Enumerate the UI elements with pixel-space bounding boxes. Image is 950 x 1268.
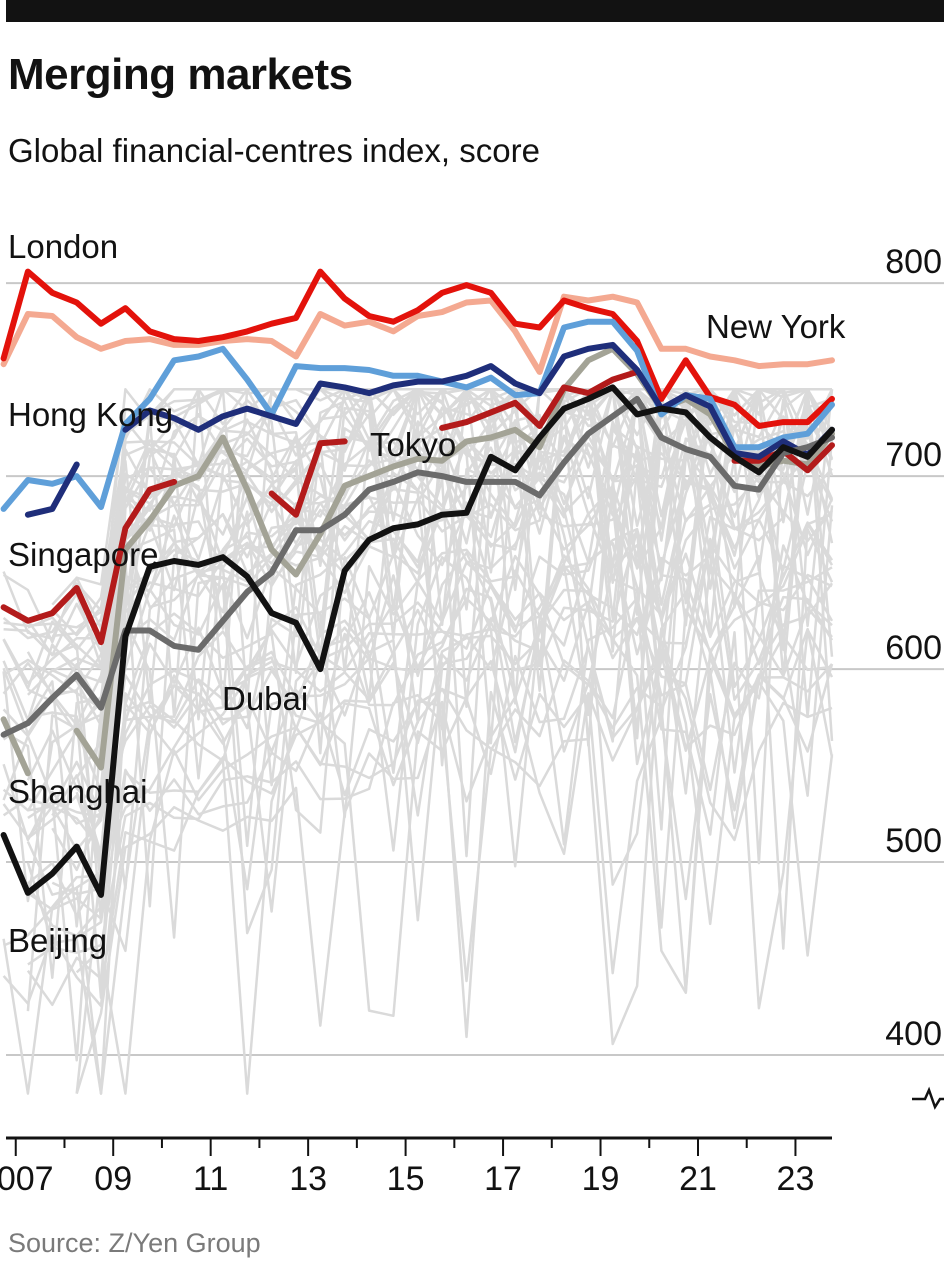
y-tick-label-600: 600 bbox=[885, 629, 942, 667]
background-centre-line bbox=[3, 388, 832, 657]
background-centre-line bbox=[27, 505, 834, 920]
series-line-shanghai bbox=[0, 345, 835, 777]
series-label-london: London bbox=[8, 228, 118, 265]
background-centre-line bbox=[26, 554, 833, 1095]
x-tick-label-2015: 15 bbox=[387, 1160, 425, 1198]
background-centre-line bbox=[2, 620, 834, 1018]
series-line-tokyo bbox=[0, 368, 835, 646]
x-tick-label-2019: 19 bbox=[582, 1160, 620, 1198]
x-tick-label-2009: 09 bbox=[94, 1160, 132, 1198]
x-tick-label-2023: 23 bbox=[777, 1160, 815, 1198]
chart-subtitle: Global financial-centres index, score bbox=[8, 132, 540, 169]
series-label-tokyo: Tokyo bbox=[370, 426, 456, 463]
y-tick-label-400: 400 bbox=[885, 1015, 942, 1053]
background-lines bbox=[2, 388, 834, 1095]
series-label-dubai: Dubai bbox=[222, 680, 308, 717]
axis-break-icon bbox=[912, 1086, 944, 1110]
background-centre-line bbox=[75, 390, 834, 908]
chart-title: Merging markets bbox=[8, 50, 353, 99]
series-layer bbox=[0, 268, 835, 898]
series-label-beijing: Beijing bbox=[8, 922, 107, 959]
background-centre-line bbox=[51, 537, 834, 891]
background-centre-line bbox=[99, 651, 833, 1095]
top-rule bbox=[6, 0, 944, 22]
series-line-dubai bbox=[0, 395, 835, 738]
series-label-new-york: New York bbox=[706, 308, 846, 345]
series-line-hong-kong bbox=[24, 341, 835, 518]
label-layer: London New York Hong Kong Singapore Toky… bbox=[8, 228, 846, 959]
series-line-new-york bbox=[0, 293, 835, 375]
y-tick-label-700: 700 bbox=[885, 436, 942, 474]
y-tick-label-500: 500 bbox=[885, 822, 942, 860]
series-label-hong-kong: Hong Kong bbox=[8, 396, 173, 433]
background-centre-line bbox=[124, 501, 833, 834]
y-tick-label-800: 800 bbox=[885, 243, 942, 281]
x-tick-label-2021: 21 bbox=[679, 1160, 717, 1198]
series-label-singapore: Singapore bbox=[8, 536, 158, 573]
chart-source: Source: Z/Yen Group bbox=[8, 1228, 261, 1258]
x-tick-label-2011: 11 bbox=[193, 1160, 228, 1198]
series-line-london bbox=[0, 268, 835, 429]
x-tick-label-2017: 17 bbox=[484, 1160, 522, 1198]
background-centre-line bbox=[2, 433, 833, 935]
background-centre-line bbox=[26, 529, 833, 1007]
series-label-shanghai: Shanghai bbox=[8, 773, 147, 810]
axis-layer: 2007 09 11 13 15 17 19 21 23 bbox=[0, 1086, 944, 1198]
x-tick-label-2013: 13 bbox=[289, 1160, 327, 1198]
x-tick-label-2007: 2007 bbox=[0, 1160, 54, 1198]
series-line-beijing bbox=[0, 384, 835, 898]
